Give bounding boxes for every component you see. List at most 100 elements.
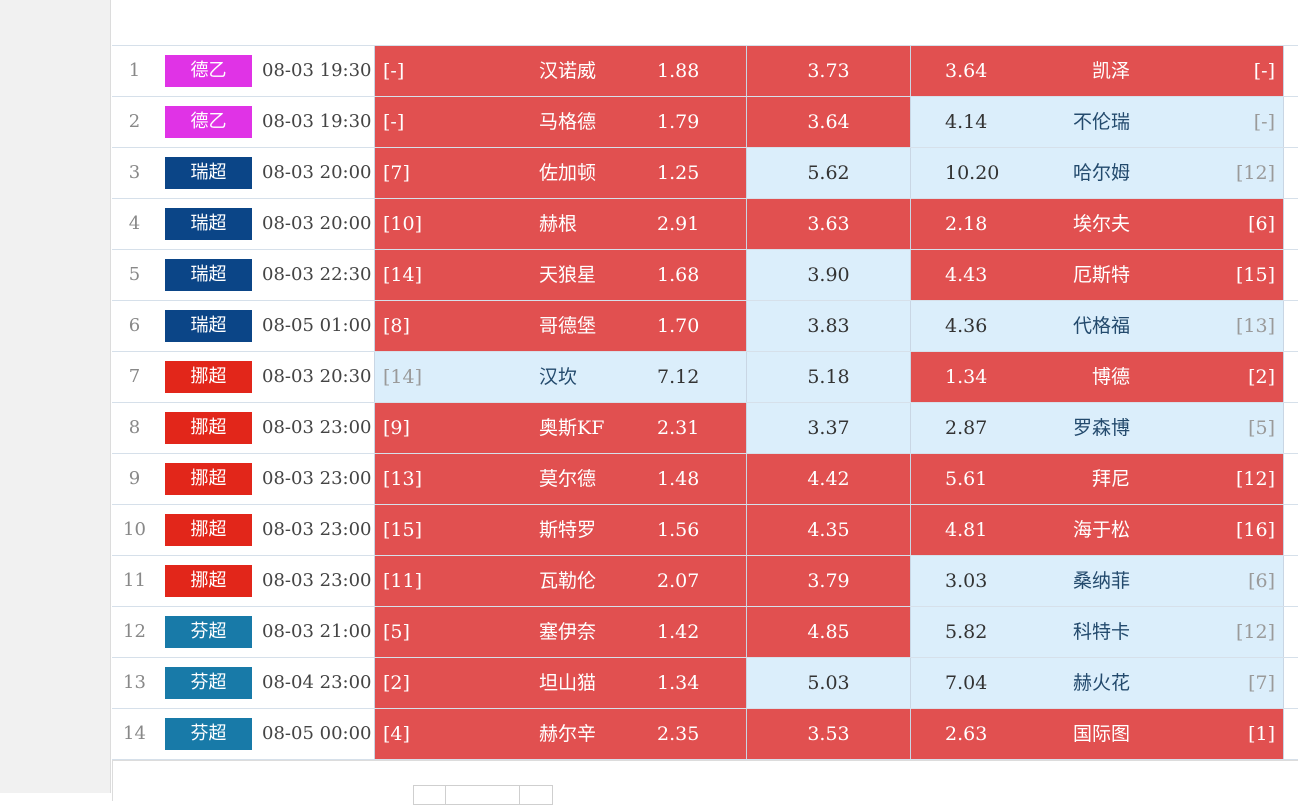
league-badge[interactable]: 挪超 bbox=[165, 412, 252, 444]
home-win-cell[interactable]: [-] 汉诺威 1.88 bbox=[374, 46, 746, 96]
pagination-page-field[interactable] bbox=[445, 785, 519, 805]
draw-cell[interactable]: 4.42 bbox=[746, 454, 910, 504]
away-win-cell[interactable]: 10.20 哈尔姆 [12] bbox=[910, 148, 1284, 198]
home-win-cell[interactable]: [4] 赫尔辛 2.35 bbox=[374, 709, 746, 759]
home-team[interactable]: 莫尔德 bbox=[539, 454, 596, 504]
away-team[interactable]: 凯泽 bbox=[1092, 46, 1130, 96]
home-win-cell[interactable]: [7] 佐加顿 1.25 bbox=[374, 148, 746, 198]
home-team[interactable]: 塞伊奈 bbox=[539, 607, 596, 657]
away-team[interactable]: 厄斯特 bbox=[1073, 250, 1130, 300]
away-team[interactable]: 罗森博 bbox=[1073, 403, 1130, 453]
league-badge[interactable]: 挪超 bbox=[165, 514, 252, 546]
away-win-cell[interactable]: 2.63 国际图 [1] bbox=[910, 709, 1284, 759]
home-team[interactable]: 佐加顿 bbox=[539, 148, 596, 198]
away-win-cell[interactable]: 4.43 厄斯特 [15] bbox=[910, 250, 1284, 300]
home-team[interactable]: 瓦勒伦 bbox=[539, 556, 596, 606]
away-team[interactable]: 哈尔姆 bbox=[1073, 148, 1130, 198]
home-team[interactable]: 赫根 bbox=[539, 199, 577, 249]
match-row[interactable]: 10 挪超 08-03 23:00 [15] 斯特罗 1.56 4.35 4.8… bbox=[112, 505, 1298, 556]
home-win-cell[interactable]: [14] 天狼星 1.68 bbox=[374, 250, 746, 300]
league-badge[interactable]: 挪超 bbox=[165, 565, 252, 597]
home-win-cell[interactable]: [8] 哥德堡 1.70 bbox=[374, 301, 746, 351]
draw-cell[interactable]: 4.85 bbox=[746, 607, 910, 657]
home-win-cell[interactable]: [10] 赫根 2.91 bbox=[374, 199, 746, 249]
match-row[interactable]: 8 挪超 08-03 23:00 [9] 奥斯KF 2.31 3.37 2.87… bbox=[112, 403, 1298, 454]
home-team[interactable]: 马格德 bbox=[539, 97, 596, 147]
draw-cell[interactable]: 3.53 bbox=[746, 709, 910, 759]
draw-cell[interactable]: 3.37 bbox=[746, 403, 910, 453]
match-row[interactable]: 4 瑞超 08-03 20:00 [10] 赫根 2.91 3.63 2.18 … bbox=[112, 199, 1298, 250]
home-team[interactable]: 汉诺威 bbox=[539, 46, 596, 96]
away-team[interactable]: 桑纳菲 bbox=[1073, 556, 1130, 606]
away-team[interactable]: 不伦瑞 bbox=[1073, 97, 1130, 147]
league-badge[interactable]: 瑞超 bbox=[165, 310, 252, 342]
home-win-cell[interactable]: [-] 马格德 1.79 bbox=[374, 97, 746, 147]
draw-cell[interactable]: 4.35 bbox=[746, 505, 910, 555]
league-badge[interactable]: 德乙 bbox=[165, 106, 252, 138]
away-win-cell[interactable]: 4.14 不伦瑞 [-] bbox=[910, 97, 1284, 147]
away-win-cell[interactable]: 2.18 埃尔夫 [6] bbox=[910, 199, 1284, 249]
away-team[interactable]: 埃尔夫 bbox=[1073, 199, 1130, 249]
match-row[interactable]: 2 德乙 08-03 19:30 [-] 马格德 1.79 3.64 4.14 … bbox=[112, 97, 1298, 148]
away-win-cell[interactable]: 3.03 桑纳菲 [6] bbox=[910, 556, 1284, 606]
match-row[interactable]: 14 芬超 08-05 00:00 [4] 赫尔辛 2.35 3.53 2.63… bbox=[112, 709, 1298, 760]
home-win-cell[interactable]: [11] 瓦勒伦 2.07 bbox=[374, 556, 746, 606]
match-row[interactable]: 1 德乙 08-03 19:30 [-] 汉诺威 1.88 3.73 3.64 … bbox=[112, 46, 1298, 97]
pagination-prev-button[interactable] bbox=[413, 785, 445, 805]
draw-cell[interactable]: 3.64 bbox=[746, 97, 910, 147]
home-team[interactable]: 奥斯KF bbox=[539, 403, 604, 453]
league-badge[interactable]: 瑞超 bbox=[165, 259, 252, 291]
home-win-cell[interactable]: [5] 塞伊奈 1.42 bbox=[374, 607, 746, 657]
draw-cell[interactable]: 3.79 bbox=[746, 556, 910, 606]
league-badge[interactable]: 芬超 bbox=[165, 616, 252, 648]
match-row[interactable]: 6 瑞超 08-05 01:00 [8] 哥德堡 1.70 3.83 4.36 … bbox=[112, 301, 1298, 352]
away-win-cell[interactable]: 2.87 罗森博 [5] bbox=[910, 403, 1284, 453]
away-team[interactable]: 国际图 bbox=[1073, 709, 1130, 759]
match-row[interactable]: 3 瑞超 08-03 20:00 [7] 佐加顿 1.25 5.62 10.20… bbox=[112, 148, 1298, 199]
draw-cell[interactable]: 5.62 bbox=[746, 148, 910, 198]
home-team[interactable]: 赫尔辛 bbox=[539, 709, 596, 759]
draw-cell[interactable]: 5.18 bbox=[746, 352, 910, 402]
draw-cell[interactable]: 3.90 bbox=[746, 250, 910, 300]
match-row[interactable]: 5 瑞超 08-03 22:30 [14] 天狼星 1.68 3.90 4.43… bbox=[112, 250, 1298, 301]
home-win-cell[interactable]: [9] 奥斯KF 2.31 bbox=[374, 403, 746, 453]
draw-cell[interactable]: 3.83 bbox=[746, 301, 910, 351]
home-team[interactable]: 坦山猫 bbox=[539, 658, 596, 708]
match-row[interactable]: 12 芬超 08-03 21:00 [5] 塞伊奈 1.42 4.85 5.82… bbox=[112, 607, 1298, 658]
away-win-cell[interactable]: 1.34 博德 [2] bbox=[910, 352, 1284, 402]
match-row[interactable]: 11 挪超 08-03 23:00 [11] 瓦勒伦 2.07 3.79 3.0… bbox=[112, 556, 1298, 607]
away-win-cell[interactable]: 5.61 拜尼 [12] bbox=[910, 454, 1284, 504]
away-win-cell[interactable]: 5.82 科特卡 [12] bbox=[910, 607, 1284, 657]
league-badge[interactable]: 德乙 bbox=[165, 55, 252, 87]
match-row[interactable]: 13 芬超 08-04 23:00 [2] 坦山猫 1.34 5.03 7.04… bbox=[112, 658, 1298, 709]
away-win-cell[interactable]: 4.81 海于松 [16] bbox=[910, 505, 1284, 555]
home-win-cell[interactable]: [15] 斯特罗 1.56 bbox=[374, 505, 746, 555]
home-team[interactable]: 斯特罗 bbox=[539, 505, 596, 555]
home-team[interactable]: 哥德堡 bbox=[539, 301, 596, 351]
draw-cell[interactable]: 3.63 bbox=[746, 199, 910, 249]
away-win-cell[interactable]: 4.36 代格福 [13] bbox=[910, 301, 1284, 351]
match-row[interactable]: 7 挪超 08-03 20:30 [14] 汉坎 7.12 5.18 1.34 … bbox=[112, 352, 1298, 403]
away-team[interactable]: 博德 bbox=[1092, 352, 1130, 402]
home-win-cell[interactable]: [14] 汉坎 7.12 bbox=[374, 352, 746, 402]
away-team[interactable]: 代格福 bbox=[1073, 301, 1130, 351]
pagination-next-button[interactable] bbox=[519, 785, 553, 805]
league-badge[interactable]: 挪超 bbox=[165, 361, 252, 393]
away-team[interactable]: 科特卡 bbox=[1073, 607, 1130, 657]
home-team[interactable]: 汉坎 bbox=[539, 352, 577, 402]
league-badge[interactable]: 瑞超 bbox=[165, 208, 252, 240]
away-win-cell[interactable]: 3.64 凯泽 [-] bbox=[910, 46, 1284, 96]
home-win-cell[interactable]: [13] 莫尔德 1.48 bbox=[374, 454, 746, 504]
away-team[interactable]: 拜尼 bbox=[1092, 454, 1130, 504]
match-row[interactable]: 9 挪超 08-03 23:00 [13] 莫尔德 1.48 4.42 5.61… bbox=[112, 454, 1298, 505]
league-badge[interactable]: 芬超 bbox=[165, 718, 252, 750]
away-win-cell[interactable]: 7.04 赫火花 [7] bbox=[910, 658, 1284, 708]
league-badge[interactable]: 芬超 bbox=[165, 667, 252, 699]
home-win-cell[interactable]: [2] 坦山猫 1.34 bbox=[374, 658, 746, 708]
league-badge[interactable]: 瑞超 bbox=[165, 157, 252, 189]
draw-cell[interactable]: 3.73 bbox=[746, 46, 910, 96]
away-team[interactable]: 海于松 bbox=[1073, 505, 1130, 555]
league-badge[interactable]: 挪超 bbox=[165, 463, 252, 495]
home-team[interactable]: 天狼星 bbox=[539, 250, 596, 300]
away-team[interactable]: 赫火花 bbox=[1073, 658, 1130, 708]
